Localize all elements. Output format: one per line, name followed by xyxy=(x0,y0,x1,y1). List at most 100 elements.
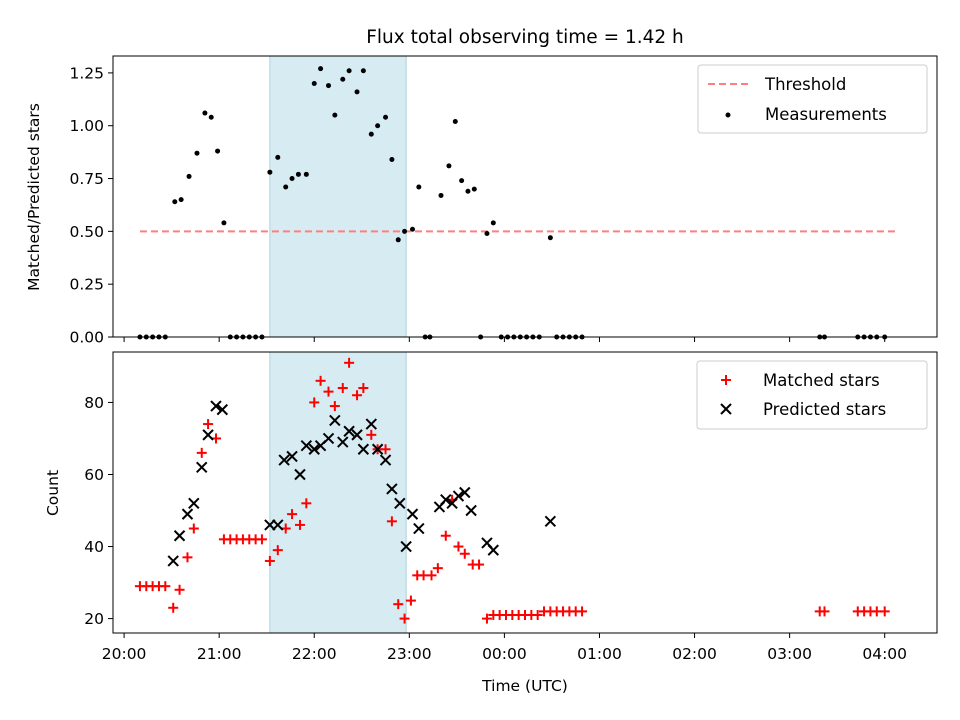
measurement-point xyxy=(172,199,178,205)
measurement-point xyxy=(332,112,338,118)
y-tick-label: 0.25 xyxy=(69,276,104,294)
matched-star-point xyxy=(168,602,179,613)
matched-star-point xyxy=(337,383,348,394)
predicted-star-point xyxy=(308,443,320,455)
predicted-star-point xyxy=(196,461,208,473)
matched-star-point xyxy=(287,509,298,520)
measurement-point xyxy=(452,118,458,124)
measurement-point xyxy=(267,169,273,175)
top-legend-box xyxy=(697,64,928,134)
measurement-point xyxy=(446,163,452,169)
legend-predicted-label: Predicted stars xyxy=(763,400,886,419)
measurement-point xyxy=(354,89,360,95)
matched-star-point xyxy=(474,559,485,570)
matched-star-point xyxy=(819,606,830,617)
predicted-star-point xyxy=(337,436,349,448)
y-tick-label: 0.50 xyxy=(69,223,104,241)
x-tick-label: 20:00 xyxy=(102,645,147,663)
bottom-shaded-span xyxy=(269,351,407,634)
matched-star-point xyxy=(453,541,464,552)
matched-star-point xyxy=(399,613,410,624)
predicted-star-point xyxy=(351,429,363,441)
matched-star-point xyxy=(256,534,267,545)
measurement-point xyxy=(395,237,401,243)
measurement-point xyxy=(208,114,214,120)
predicted-star-point xyxy=(343,425,355,437)
y-tick-label: 0.75 xyxy=(69,170,104,188)
top-chart-title: Flux total observing time = 1.42 h xyxy=(366,27,684,48)
legend-threshold-label: Threshold xyxy=(764,75,846,94)
matched-star-point xyxy=(405,595,416,606)
measurement-point xyxy=(311,80,317,86)
matched-star-point xyxy=(481,613,492,624)
matched-star-point xyxy=(272,545,283,556)
matched-star-point xyxy=(879,606,890,617)
measurement-point xyxy=(547,235,553,241)
matched-star-point xyxy=(426,570,437,581)
measurement-point xyxy=(471,186,477,192)
observing-window-span xyxy=(269,55,407,338)
measurement-point xyxy=(484,230,490,236)
predicted-star-point xyxy=(272,519,284,531)
y-tick-label: 40 xyxy=(84,538,104,556)
measurement-point xyxy=(389,157,395,163)
matched-star-point xyxy=(264,555,275,566)
predicted-star-point xyxy=(452,490,465,502)
measurement-point xyxy=(360,68,366,74)
measurement-point xyxy=(295,171,301,177)
measurement-point xyxy=(340,76,346,82)
predicted-star-point xyxy=(300,439,313,452)
top-shaded-span xyxy=(269,55,407,338)
predicted-star-point xyxy=(202,429,214,441)
top-y-ticks: 0.00 0.25 0.50 0.75 1.00 1.25 xyxy=(69,64,113,347)
measurement-point xyxy=(326,83,332,89)
x-tick-label: 02:00 xyxy=(672,645,717,663)
top-axes-frame xyxy=(112,55,938,338)
x-tick-label: 22:00 xyxy=(292,645,337,663)
matched-star-point xyxy=(309,397,320,408)
top-points-layer xyxy=(137,66,888,340)
bottom-legend-box xyxy=(696,360,928,430)
predicted-star-point xyxy=(181,508,194,520)
y-tick-label: 1.00 xyxy=(69,117,104,135)
x-tick-label: 01:00 xyxy=(577,645,622,663)
matched-star-point xyxy=(532,609,543,620)
predicted-star-point xyxy=(406,508,419,520)
matched-star-point xyxy=(432,563,443,574)
matched-star-point xyxy=(301,498,312,509)
predicted-star-point xyxy=(400,540,412,553)
matched-star-point xyxy=(358,383,369,394)
matched-star-point xyxy=(294,519,305,530)
y-tick-label: 0.00 xyxy=(69,329,104,347)
matched-star-point xyxy=(323,386,334,397)
matched-star-point xyxy=(160,581,171,592)
measurement-point xyxy=(346,68,352,74)
measurement-point xyxy=(178,197,184,203)
measurement-point xyxy=(490,220,496,226)
matched-star-point xyxy=(386,516,397,527)
legend-matched-label: Matched stars xyxy=(763,371,880,390)
matched-star-point xyxy=(182,552,193,563)
matched-star-point xyxy=(459,548,470,559)
top-y-axis-label: Matched/Predicted stars xyxy=(25,103,43,291)
measurement-point xyxy=(215,148,221,154)
predicted-star-point xyxy=(413,522,425,535)
matched-star-point xyxy=(366,429,377,440)
predicted-star-point xyxy=(357,443,370,455)
measurement-point xyxy=(438,192,444,198)
bottom-y-ticks: 20 40 60 80 xyxy=(84,394,113,628)
predicted-star-point xyxy=(278,454,290,466)
legend-predicted-marker xyxy=(720,403,732,415)
top-legend: Threshold Measurements xyxy=(697,64,928,134)
top-x-ticks xyxy=(123,337,886,342)
measurement-point xyxy=(186,173,192,179)
legend-measurements-marker xyxy=(725,112,731,118)
measurement-point xyxy=(383,114,389,120)
predicted-star-point xyxy=(544,515,557,528)
y-tick-label: 1.25 xyxy=(69,64,104,82)
matched-star-point xyxy=(188,523,199,534)
measurement-point xyxy=(221,220,227,226)
observing-window-span xyxy=(269,351,407,634)
predicted-star-point xyxy=(465,504,477,517)
